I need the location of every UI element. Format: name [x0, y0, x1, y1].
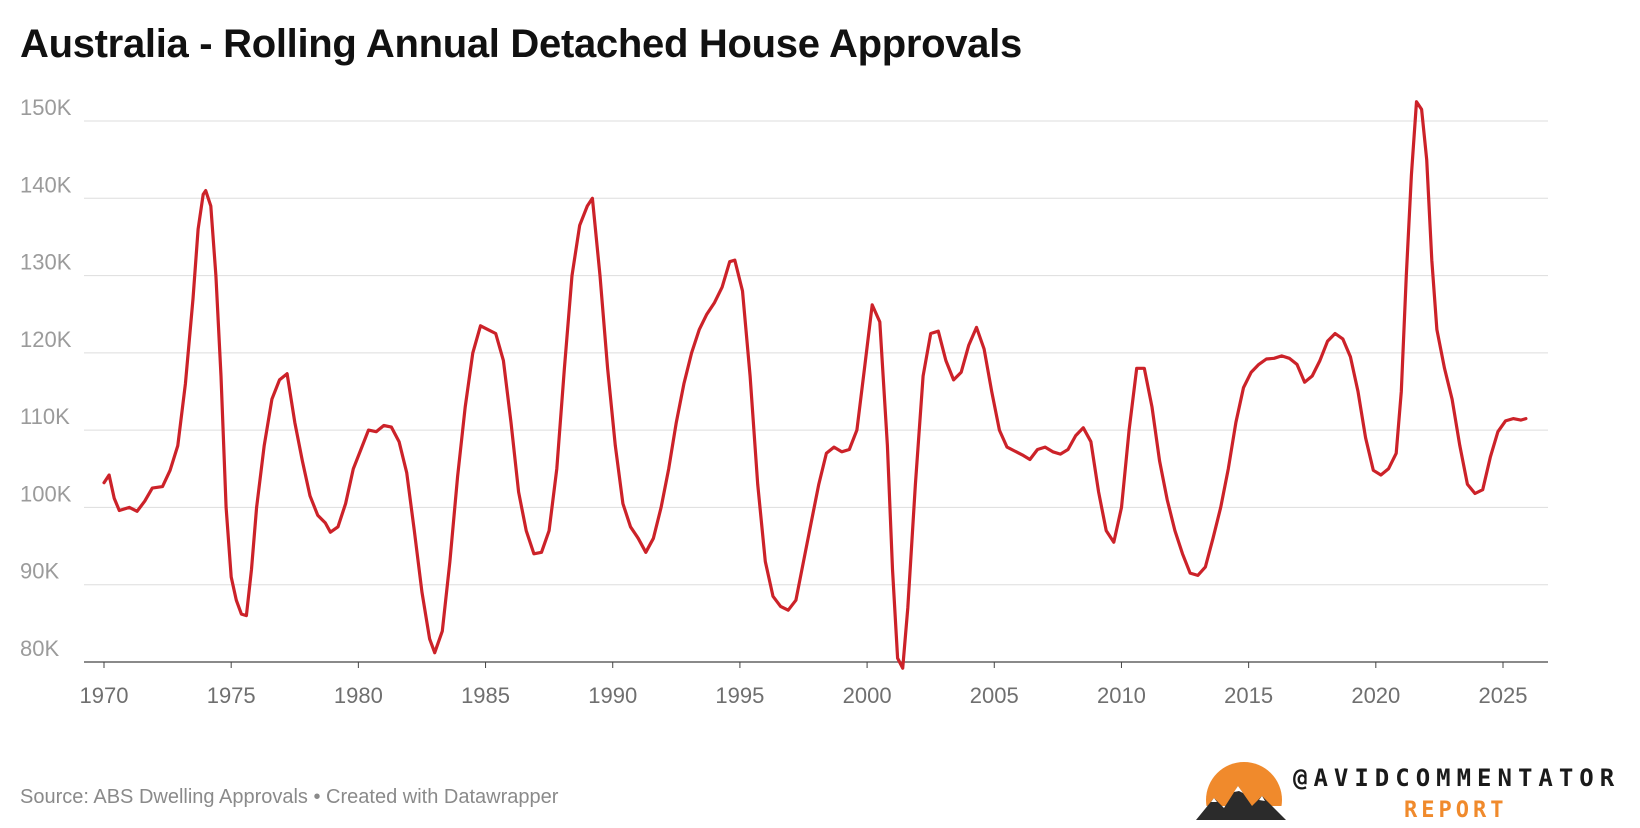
- chart-title: Australia - Rolling Annual Detached Hous…: [20, 22, 1022, 66]
- mountain-sun-icon: [1196, 762, 1292, 822]
- series-group: [102, 100, 1528, 670]
- series-line: [102, 100, 1528, 670]
- x-tick-label: 1970: [80, 683, 129, 708]
- y-tick-label: 120K: [20, 327, 72, 352]
- x-tick-label: 1985: [461, 683, 510, 708]
- y-axis-ticks: 80K 90K 100K 110K 120K 130K 140K 150K: [20, 95, 72, 661]
- y-tick-label: 130K: [20, 250, 72, 275]
- logo-handle: @AVIDCOMMENTATOR: [1293, 764, 1621, 792]
- x-tick-label: 1980: [334, 683, 383, 708]
- y-tick-label: 80K: [20, 636, 59, 661]
- x-tick-label: 1995: [715, 683, 764, 708]
- y-tick-label: 140K: [20, 172, 72, 197]
- x-tick-label: 1975: [207, 683, 256, 708]
- y-tick-label: 100K: [20, 481, 72, 506]
- source-note: Source: ABS Dwelling Approvals • Created…: [20, 786, 559, 808]
- y-tick-label: 150K: [20, 95, 72, 120]
- x-tick-label: 2015: [1224, 683, 1273, 708]
- x-tick-label: 2000: [843, 683, 892, 708]
- gridlines: [84, 120, 1548, 663]
- y-tick-label: 110K: [20, 404, 70, 429]
- x-tick-label: 2010: [1097, 683, 1146, 708]
- x-axis-ticks: 1970 1975 1980 1985 1990 1995 2000 2005 2010 2015…: [80, 662, 1528, 708]
- y-tick-label: 90K: [20, 559, 59, 584]
- x-tick-label: 2020: [1351, 683, 1400, 708]
- x-tick-label: 2025: [1479, 683, 1528, 708]
- x-tick-label: 1990: [588, 683, 637, 708]
- logo-report: REPORT: [1404, 798, 1508, 823]
- x-tick-label: 2005: [970, 683, 1019, 708]
